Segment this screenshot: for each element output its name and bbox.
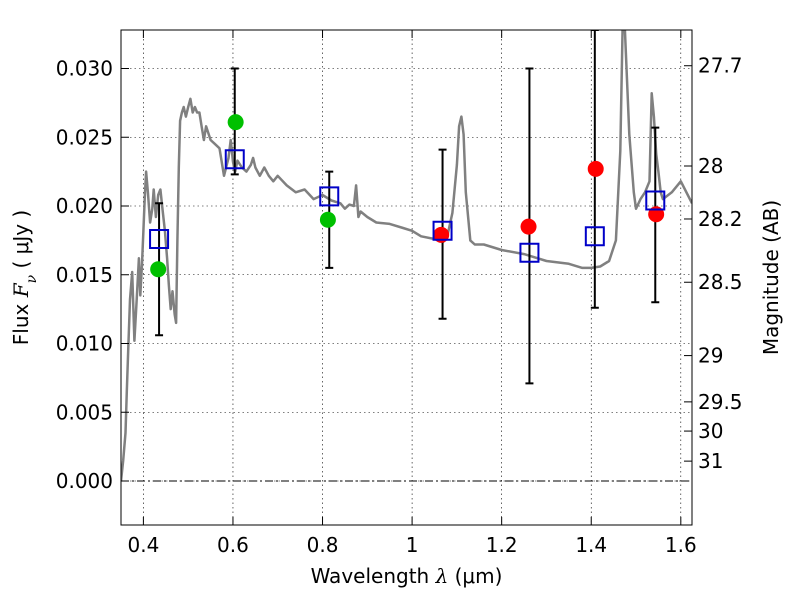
- green-point: [227, 114, 244, 131]
- x-tick-label: 0.4: [127, 533, 159, 557]
- y2-tick-label: 30: [698, 419, 723, 443]
- synthetic-photometry-squares: [149, 149, 666, 263]
- green-point: [150, 261, 167, 278]
- red-point: [520, 218, 537, 235]
- x-tick-label: 1.4: [575, 533, 607, 557]
- y-tick-label: 0.015: [56, 263, 113, 287]
- y2-tick-label: 28.2: [698, 207, 743, 231]
- synthetic-photometry-square: [432, 220, 453, 241]
- green-point: [319, 211, 336, 228]
- green-points: [150, 114, 336, 278]
- y2-tick-label: 28: [698, 154, 723, 178]
- error-bars: [155, 30, 660, 385]
- x-tick-label: 1.6: [665, 533, 697, 557]
- synthetic-photometry-square: [645, 190, 666, 211]
- x-tick-label: 1: [406, 533, 419, 557]
- y-axis-label: Flux Fν ( μJy ): [9, 210, 40, 345]
- grid: [121, 30, 692, 525]
- x-tick-label: 1.2: [486, 533, 518, 557]
- y-axis-ticks: 0.000 0.005 0.010 0.015 0.020 0.025 0.030: [56, 57, 129, 493]
- y-tick-label: 0.005: [56, 400, 113, 424]
- y-tick-label: 0.020: [56, 194, 113, 218]
- y-tick-label: 0.010: [56, 332, 113, 356]
- y2-axis-label: Magnitude (AB): [759, 200, 783, 355]
- y2-tick-label: 29: [698, 344, 723, 368]
- plot-frame: [120, 29, 693, 526]
- synthetic-photometry-square: [224, 149, 245, 170]
- synthetic-photometry-square: [519, 242, 540, 263]
- synthetic-photometry-square: [319, 186, 340, 207]
- y2-axis-ticks: 27.7 28 28.2 28.5 29 29.5 30 31: [684, 54, 743, 473]
- x-axis-label: Wavelength λ (μm): [311, 564, 503, 588]
- model-spectrum-line: [121, 30, 692, 482]
- y2-tick-label: 29.5: [698, 390, 743, 414]
- y2-tick-label: 27.7: [698, 54, 743, 78]
- y-tick-label: 0.025: [56, 125, 113, 149]
- y2-tick-label: 28.5: [698, 270, 743, 294]
- red-point: [587, 160, 604, 177]
- synthetic-photometry-square: [584, 226, 605, 247]
- y-tick-label: 0.000: [56, 469, 113, 493]
- synthetic-photometry-square: [149, 229, 170, 249]
- model-spectrum: [121, 30, 692, 482]
- y2-tick-label: 31: [698, 449, 723, 473]
- y-tick-label: 0.030: [56, 57, 113, 81]
- x-axis-ticks: 0.4 0.6 0.8 1 1.2 1.4 1.6: [127, 30, 697, 557]
- x-tick-label: 0.8: [307, 533, 339, 557]
- x-tick-label: 0.6: [217, 533, 249, 557]
